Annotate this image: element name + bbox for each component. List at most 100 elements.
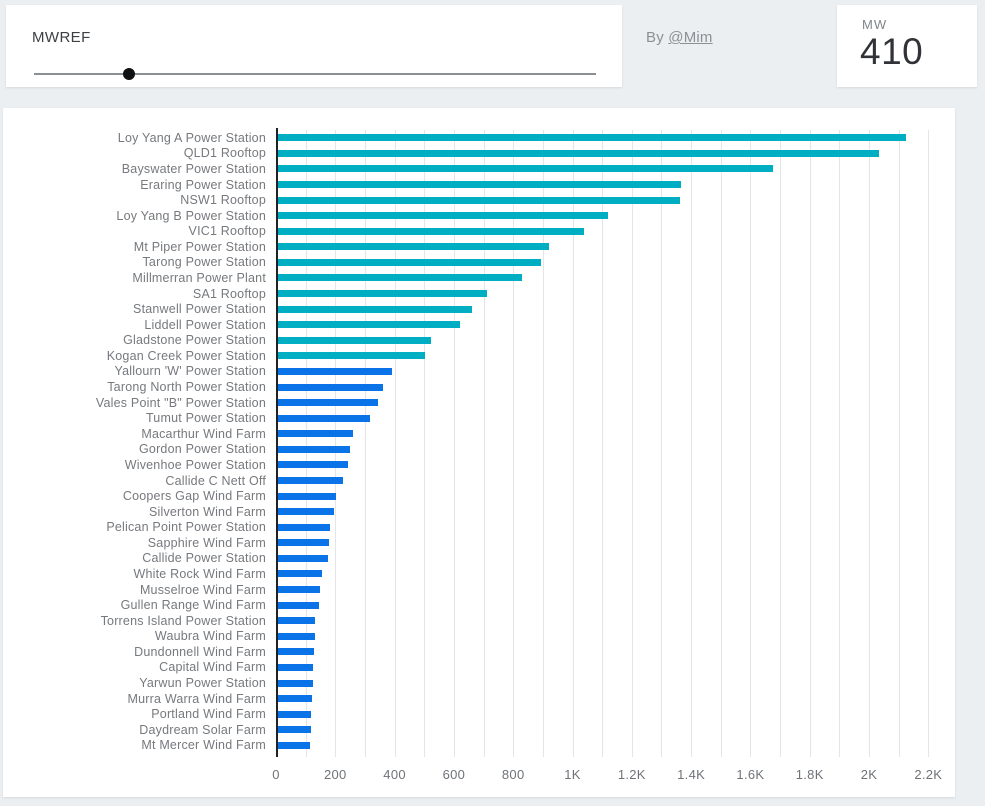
bar-row <box>276 410 955 426</box>
bar <box>276 399 378 407</box>
y-axis-label: Sapphire Wind Farm <box>147 535 266 550</box>
y-axis-label: VIC1 Rooftop <box>188 224 266 239</box>
bar-row <box>276 395 955 411</box>
bar <box>276 430 353 438</box>
y-axis-line <box>276 128 278 757</box>
bar <box>276 305 472 313</box>
y-axis-label: Yarwun Power Station <box>139 676 266 691</box>
y-axis-label: Kogan Creek Power Station <box>106 348 266 363</box>
bar-row <box>276 722 955 738</box>
y-axis-label: Gullen Range Wind Farm <box>120 598 266 613</box>
bar-row <box>276 239 955 255</box>
slider-card: MWREF <box>6 5 622 87</box>
plot-area <box>276 128 955 757</box>
bar-row <box>276 597 955 613</box>
bar-row <box>276 270 955 286</box>
bar-row <box>276 208 955 224</box>
bar <box>276 321 461 329</box>
y-axis-label: Millmerran Power Plant <box>132 270 266 285</box>
bar <box>276 445 351 453</box>
bar-chart: Loy Yang A Power Station QLD1 Rooftop Bays… <box>3 128 955 757</box>
y-axis-label: Capital Wind Farm <box>159 660 266 675</box>
x-axis: 0 200 400 600 800 1K 1.2K 1.4K 1.6K 1.8K 2K 2.2K <box>272 763 955 789</box>
gridline <box>750 130 752 757</box>
y-axis-label: Vales Point "B" Power Station <box>95 395 266 410</box>
bar-row <box>276 706 955 722</box>
bar-row <box>276 379 955 395</box>
gridline <box>572 130 574 757</box>
y-axis-label: Macarthur Wind Farm <box>141 426 266 441</box>
bar <box>276 352 425 360</box>
x-tick-label: 200 <box>324 767 347 782</box>
bar <box>276 586 320 594</box>
bar <box>276 414 370 422</box>
bar <box>276 196 680 204</box>
y-axis-label: QLD1 Rooftop <box>183 146 266 161</box>
gridline <box>869 130 870 757</box>
y-axis-label: Eraring Power Station <box>140 177 266 192</box>
y-axis-label: Tumut Power Station <box>145 411 266 426</box>
gridline <box>335 130 337 757</box>
y-axis-label: NSW1 Rooftop <box>180 193 266 208</box>
bar <box>276 258 542 266</box>
bar-row <box>276 286 955 302</box>
bar <box>276 181 681 189</box>
bar-row <box>276 177 955 193</box>
x-tick-label: 1.8K <box>795 767 824 782</box>
bar-row <box>276 161 955 177</box>
gridline <box>364 130 366 757</box>
byline: By @Mim <box>646 29 713 46</box>
bar-row <box>276 535 955 551</box>
x-tick-label: 1.4K <box>677 767 706 782</box>
y-axis-label: Waubra Wind Farm <box>154 629 266 644</box>
gridline <box>394 130 396 757</box>
y-axis-label: Mt Mercer Wind Farm <box>141 738 266 753</box>
mwref-slider[interactable] <box>34 63 596 85</box>
bar-row <box>276 442 955 458</box>
y-axis-label: Callide Power Station <box>142 551 266 566</box>
slider-title: MWREF <box>32 29 91 46</box>
slider-thumb[interactable] <box>123 68 135 80</box>
bar-row <box>276 473 955 489</box>
bar-row <box>276 675 955 691</box>
gridline <box>602 130 604 757</box>
y-axis-labels: Loy Yang A Power Station QLD1 Rooftop Bays… <box>3 130 276 753</box>
y-axis-label: Daydream Solar Farm <box>139 722 266 737</box>
y-axis-label: Pelican Point Power Station <box>106 520 266 535</box>
bar <box>276 227 585 235</box>
bar <box>276 695 312 703</box>
bar <box>276 570 323 578</box>
y-axis-label: Bayswater Power Station <box>121 161 266 176</box>
byline-link[interactable]: @Mim <box>668 29 713 46</box>
bar <box>276 477 343 484</box>
y-axis-label: Tarong Power Station <box>142 255 266 270</box>
y-axis-label: Loy Yang B Power Station <box>116 208 266 223</box>
bar <box>276 710 312 718</box>
slider-track[interactable] <box>34 73 596 75</box>
metric-value: 410 <box>860 31 924 72</box>
y-axis-label: Tarong North Power Station <box>107 380 266 395</box>
y-axis-label: Mt Piper Power Station <box>133 239 266 254</box>
bar-row <box>276 130 955 146</box>
y-axis-label: Loy Yang A Power Station <box>117 130 266 145</box>
x-tick-label: 2.2K <box>914 767 943 782</box>
bar <box>276 134 907 142</box>
gridline <box>691 130 693 757</box>
bar-row <box>276 519 955 535</box>
y-axis-label: Wivenhoe Power Station <box>124 457 266 472</box>
bar-row <box>276 582 955 598</box>
bar-row <box>276 223 955 239</box>
y-axis-label: Silverton Wind Farm <box>148 504 266 519</box>
bar-row <box>276 504 955 520</box>
gridline <box>513 130 515 757</box>
y-axis-label: Torrens Island Power Station <box>100 613 266 628</box>
bar <box>276 679 313 687</box>
gridline <box>661 130 663 757</box>
x-tick-label: 600 <box>442 767 466 782</box>
bar-row <box>276 738 955 754</box>
bar <box>276 741 311 749</box>
y-axis-label: Musselroe Wind Farm <box>139 582 266 597</box>
gridline <box>720 130 722 757</box>
y-axis-label: White Rock Wind Farm <box>133 566 266 581</box>
gridline <box>453 130 455 757</box>
